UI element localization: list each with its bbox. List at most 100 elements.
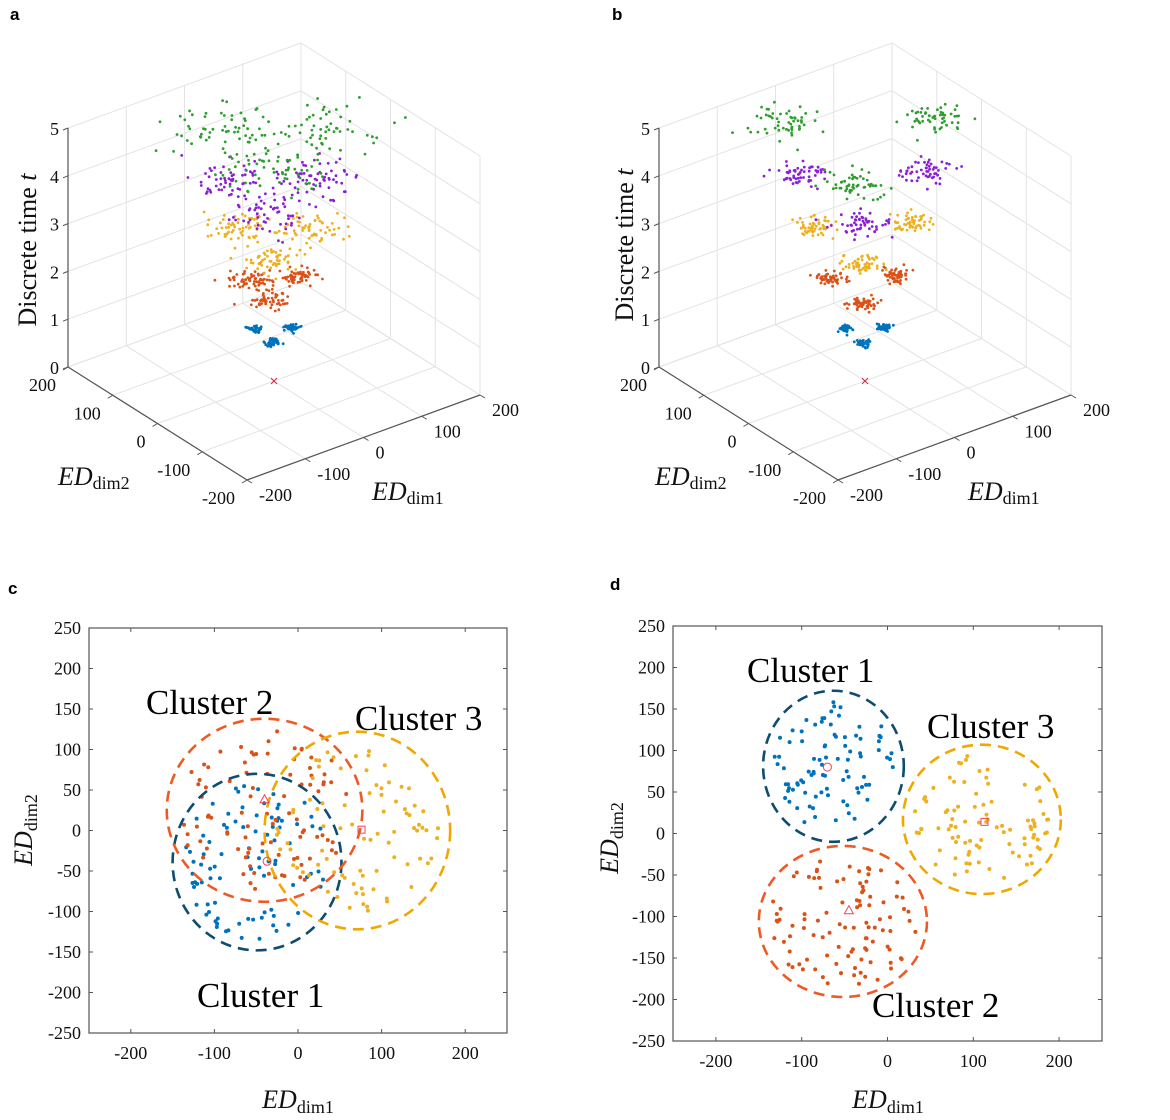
data-point: [870, 225, 874, 228]
data-point: [270, 821, 275, 826]
data-point: [955, 104, 959, 107]
data-point: [785, 160, 788, 163]
data-point: [299, 324, 303, 328]
data-point: [785, 127, 788, 131]
data-point: [788, 177, 792, 180]
y-tick-label: -100: [748, 460, 781, 480]
data-point: [827, 280, 831, 284]
y-tick-label: -200: [793, 488, 826, 508]
data-point: [247, 221, 250, 224]
data-point: [1000, 823, 1005, 828]
data-point: [810, 225, 814, 228]
data-point: [310, 824, 315, 829]
data-point: [899, 169, 903, 173]
data-point: [308, 203, 311, 206]
data-point: [876, 739, 881, 744]
data-point: [814, 184, 818, 188]
data-point: [219, 111, 223, 115]
data-point: [276, 816, 281, 821]
data-point: [854, 223, 858, 227]
data-point: [256, 787, 261, 792]
data-point: [781, 939, 786, 944]
x-axis-title-b: EDdim1: [967, 477, 1040, 508]
data-point: [253, 886, 258, 891]
data-point: [242, 164, 246, 168]
data-point: [362, 836, 366, 841]
data-point: [809, 215, 813, 219]
data-point: [243, 855, 248, 860]
data-point: [989, 799, 994, 804]
data-point: [312, 183, 315, 186]
data-point: [868, 894, 873, 899]
data-point: [251, 171, 254, 175]
data-point: [826, 225, 829, 229]
data-point: [298, 875, 303, 880]
data-point: [282, 231, 286, 235]
z-axis-title-a: Discrete time t: [13, 173, 42, 327]
data-point: [275, 337, 278, 341]
data-point: [210, 801, 215, 806]
data-point: [897, 174, 901, 177]
data-point: [291, 883, 296, 887]
data-point: [264, 302, 268, 306]
data-point: [425, 861, 430, 866]
data-point: [945, 808, 950, 813]
data-point: [275, 340, 279, 343]
data-point: [199, 184, 203, 187]
data-point: [208, 866, 213, 871]
data-point: [802, 176, 805, 179]
data-point: [956, 121, 960, 125]
data-point: [276, 206, 279, 210]
data-point: [800, 119, 803, 122]
data-point: [846, 954, 851, 959]
data-point: [264, 221, 267, 224]
data-point: [207, 175, 211, 179]
data-point: [241, 233, 244, 237]
x-axis-title-c: EDdim1: [261, 1085, 334, 1117]
data-point: [277, 308, 281, 312]
data-point: [314, 758, 319, 763]
x-tick-mark: [954, 437, 960, 441]
data-point: [837, 922, 842, 927]
data-point: [877, 326, 880, 330]
data-point: [321, 195, 325, 199]
data-point: [283, 205, 287, 209]
data-point: [221, 218, 225, 221]
data-point: [338, 826, 343, 831]
data-point: [284, 173, 287, 176]
data-point: [926, 175, 930, 179]
data-point: [953, 108, 957, 111]
data-point: [325, 750, 330, 755]
data-point: [849, 223, 853, 227]
data-point: [233, 130, 236, 134]
data-point: [290, 193, 294, 197]
data-point: [284, 255, 288, 259]
data-point: [814, 218, 818, 222]
data-point: [316, 273, 320, 277]
data-point: [275, 826, 280, 831]
back-wall-gridline: [658, 233, 893, 320]
data-point: [964, 869, 969, 874]
data-point: [901, 175, 904, 179]
data-point: [249, 258, 253, 262]
data-point: [227, 276, 231, 280]
data-point: [949, 823, 953, 828]
data-point: [204, 138, 208, 142]
data-point: [942, 116, 945, 120]
data-point: [944, 167, 948, 170]
data-point: [316, 214, 319, 218]
data-point: [268, 300, 272, 304]
data-point: [860, 258, 864, 262]
data-point: [186, 176, 190, 179]
y-tick-label: -50: [641, 865, 665, 885]
data-point: [841, 267, 845, 271]
data-point: [841, 324, 845, 328]
data-point: [871, 198, 875, 202]
data-point: [305, 266, 309, 270]
data-point: [813, 174, 817, 177]
data-point: [305, 118, 309, 121]
data-point: [845, 197, 849, 201]
data-point: [821, 130, 825, 134]
data-point: [322, 105, 326, 109]
data-point: [1026, 818, 1030, 823]
